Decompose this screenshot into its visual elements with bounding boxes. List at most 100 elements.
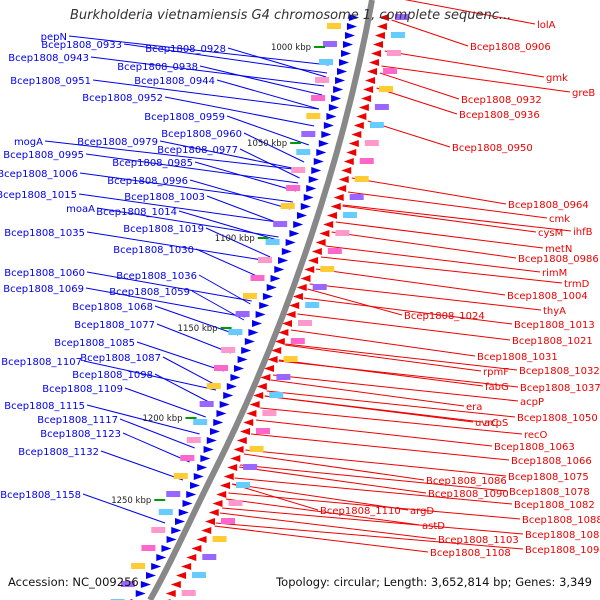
left-gene-label: pepN (41, 32, 67, 43)
right-gene-label: Bcep1808_0950 (452, 143, 533, 154)
forward-gene-arrow (255, 311, 266, 318)
left-label-connector (124, 387, 206, 418)
right-gene-label: cysM (538, 228, 563, 239)
topology-summary: Topology: circular; Length: 3,652,814 bp… (276, 575, 592, 589)
reverse-gene-arrow (323, 221, 334, 228)
right-label-connector (251, 433, 510, 461)
right-gene-label: Bcep1808_1078 (509, 487, 590, 498)
right-gene-label: Bcep1808_1031 (477, 352, 558, 363)
forward-gene-arrow (259, 302, 270, 309)
reverse-gene-arrow (165, 590, 176, 597)
right-label-connector (245, 449, 507, 477)
forward-gene-arrow (303, 194, 314, 201)
left-label-connector (100, 450, 184, 481)
left-gene-label: Bcep1808_0944 (134, 76, 215, 87)
left-label-connector (164, 96, 315, 127)
reverse-gene-arrow (353, 122, 364, 129)
reverse-gene-arrow (186, 554, 197, 561)
right-label-connector (381, 65, 571, 93)
forward-gene-arrow (223, 392, 234, 399)
left-gene-label: Bcep1808_1035 (4, 228, 85, 239)
forward-gene-arrow (197, 464, 208, 471)
left-gene-label: Bcep1808_0928 (145, 44, 226, 55)
right-gene-label: Bcep1808_1090 (428, 489, 509, 500)
reverse-gene-arrow (343, 158, 354, 165)
reverse-feature-block (256, 428, 270, 434)
forward-gene-arrow (289, 230, 300, 237)
forward-gene-arrow (146, 572, 156, 579)
forward-gene-arrow (216, 410, 227, 417)
left-label-connector (83, 360, 217, 391)
right-gene-label: rimM (542, 268, 567, 279)
right-gene-label: Bcep1808_1103 (438, 535, 519, 546)
left-gene-label: Bcep1808_1132 (18, 447, 99, 458)
reverse-feature-block (249, 446, 264, 452)
left-gene-label: Bcep1808_1019 (123, 224, 204, 235)
forward-feature-block (306, 113, 321, 119)
right-gene-label: Bcep1808_1082 (514, 500, 595, 511)
forward-gene-arrow (203, 446, 214, 453)
forward-gene-arrow (262, 293, 273, 300)
left-gene-label: Bcep1808_0979 (77, 137, 158, 148)
forward-feature-block (141, 545, 156, 551)
reverse-feature-block (387, 50, 401, 56)
forward-feature-block (315, 77, 330, 83)
right-label-connector (285, 343, 518, 371)
reverse-feature-block (354, 176, 369, 182)
forward-gene-arrow (166, 536, 177, 543)
left-gene-label: Bcep1808_1077 (74, 320, 155, 331)
reverse-gene-arrow (346, 149, 357, 156)
forward-gene-arrow (348, 14, 359, 21)
right-gene-label: lolA (537, 20, 556, 31)
reverse-feature-block (359, 158, 374, 164)
reverse-gene-arrow (296, 284, 307, 291)
forward-gene-arrow (178, 509, 189, 516)
left-gene-label: Bcep1808_1117 (37, 415, 118, 426)
right-label-connector (260, 407, 523, 435)
forward-gene-arrow (248, 329, 259, 336)
forward-gene-arrow (293, 221, 304, 228)
forward-gene-arrow (270, 275, 281, 282)
right-label-connector (256, 419, 493, 447)
right-label-connector (342, 204, 572, 232)
reverse-feature-block (290, 338, 305, 344)
forward-gene-arrow (274, 266, 285, 273)
forward-gene-arrow (234, 365, 244, 372)
left-label-connector (90, 56, 325, 87)
right-label-connector (270, 379, 465, 407)
left-gene-label: Bcep1808_1085 (54, 338, 135, 349)
right-label-connector (331, 231, 517, 259)
kbp-tick-label: 1150 kbp (178, 324, 218, 334)
right-label-connector (297, 313, 511, 341)
reverse-feature-block (335, 230, 350, 236)
reverse-gene-arrow (271, 347, 282, 354)
chromosome-backbone (147, 0, 375, 600)
reverse-feature-block (305, 302, 320, 308)
forward-gene-arrow (186, 491, 197, 498)
reverse-gene-arrow (256, 383, 267, 390)
reverse-gene-arrow (282, 320, 292, 327)
left-label-connector (189, 179, 291, 210)
forward-gene-arrow (175, 518, 185, 525)
left-gene-label: Bcep1808_0938 (117, 62, 198, 73)
reverse-feature-block (394, 14, 409, 20)
left-gene-label: Bcep1808_1060 (4, 268, 85, 279)
right-gene-label: ihfB (573, 227, 593, 238)
reverse-gene-arrow (363, 86, 374, 93)
right-gene-label: Bcep1808_0964 (508, 200, 589, 211)
right-label-connector (290, 329, 476, 357)
reverse-feature-block (192, 572, 206, 578)
right-label-connector (243, 453, 425, 481)
right-gene-label: Bcep1808_1094 (525, 545, 600, 556)
reverse-feature-block (364, 140, 379, 146)
forward-feature-block (206, 383, 221, 389)
forward-feature-block (193, 419, 208, 425)
reverse-feature-block (374, 104, 389, 110)
right-gene-label: Bcep1808_0906 (470, 42, 551, 53)
forward-feature-block (242, 293, 257, 299)
reverse-gene-arrow (246, 410, 257, 417)
left-label-connector (156, 323, 231, 354)
forward-gene-arrow (341, 50, 351, 57)
left-gene-label: Bcep1808_1123 (40, 429, 121, 440)
